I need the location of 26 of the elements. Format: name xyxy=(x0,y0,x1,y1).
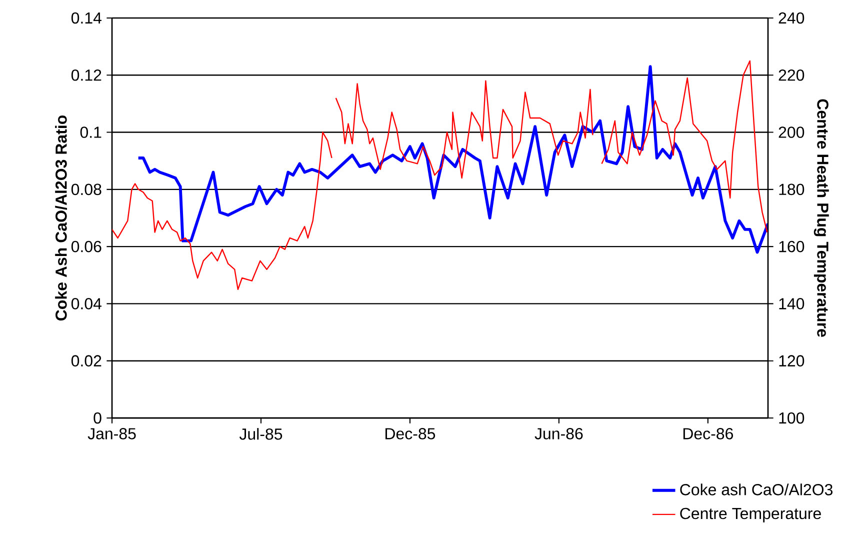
y-tick-label: 0 xyxy=(94,412,102,424)
x-tick-label: Jun-86 xyxy=(534,428,583,440)
y2-axis-title: Centre Heath Plug Temperature xyxy=(814,99,829,337)
y2-tick-label: 140 xyxy=(779,298,804,310)
x-tick-label: Jan-85 xyxy=(88,428,136,440)
line-series xyxy=(136,65,768,254)
y-tick-label: 0.04 xyxy=(71,298,102,310)
x-tick-label: Dec-86 xyxy=(683,428,733,440)
legend-label: Coke ash CaO/Al2O3 xyxy=(680,484,832,496)
y2-tick-label: 240 xyxy=(778,12,804,24)
x-tick-label: Jul-85 xyxy=(239,428,282,440)
legend-label: Centre Temperature xyxy=(680,508,821,522)
y-tick-label: 0.08 xyxy=(71,184,102,196)
y-tick-label: 0.06 xyxy=(71,240,102,252)
y2-tick-label: 120 xyxy=(779,355,804,366)
y-tick-label: 0.1 xyxy=(80,126,102,138)
y-axis-title: Coke Ash CaO/Al2O3 Ratio xyxy=(55,116,67,320)
y-tick-label: 0.02 xyxy=(71,355,102,366)
y-tick-label: 0.14 xyxy=(71,12,102,24)
y2-tick-label: 220 xyxy=(778,69,804,81)
y2-tick-label: 180 xyxy=(779,184,804,196)
y2-tick-label: 100 xyxy=(779,412,804,424)
y2-tick-label: 200 xyxy=(778,126,804,138)
y-tick-label: 0.12 xyxy=(71,69,102,81)
y2-tick-label: 160 xyxy=(779,240,804,252)
x-tick-label: Dec-85 xyxy=(385,428,436,440)
